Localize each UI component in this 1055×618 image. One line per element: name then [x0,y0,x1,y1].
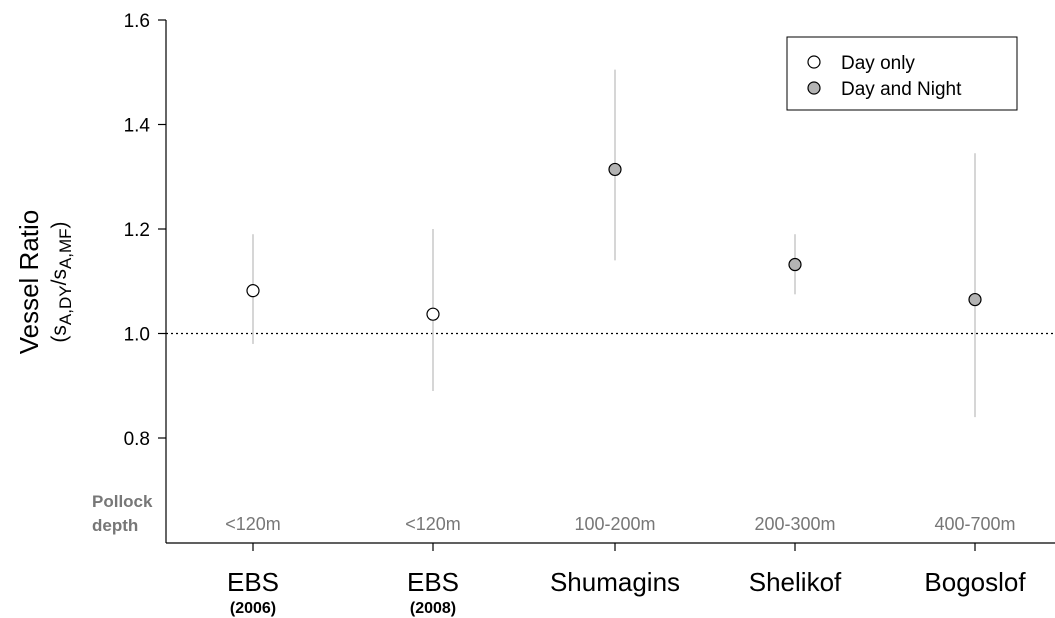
y-tick-label: 0.8 [124,429,150,450]
category-sublabel: (2008) [410,600,456,617]
x-ticks [252,543,976,551]
data-point [608,162,622,177]
legend: Day only Day and Night [786,36,1018,111]
category-label: Shumagins [550,567,680,597]
y-sublabel-sub1: A,DY [56,285,75,325]
depth-label: <120m [405,514,461,534]
y-tick-label: 1.4 [124,116,151,137]
depth-label: 200-300m [754,514,835,534]
category-label: EBS [407,567,459,597]
legend-marker-day-only [807,55,821,69]
category-label: Shelikof [749,567,842,597]
category-label: Bogoslof [924,567,1026,597]
category-labels: EBS (2006) EBS (2008) Shumagins Shelikof Bogos… [227,567,1026,617]
y-sublabel-slash: /s [48,269,71,285]
y-tick-label: 1.2 [124,220,150,241]
legend-box [786,36,1018,111]
y-axis-sublabel: (sA,DY/sA,MF) [48,221,75,342]
y-ticks: 0.8 1.0 1.2 1.4 1.6 [124,11,166,450]
legend-label-day-only: Day only [841,53,915,74]
depth-label: 400-700m [934,514,1015,534]
y-axis-label-group: Vessel Ratio [14,210,44,355]
legend-label-day-and-night: Day and Night [841,79,962,100]
depth-label: 100-200m [574,514,655,534]
data-point [246,284,260,298]
data-point [968,292,982,307]
y-axis-sublabel-group: (sA,DY/sA,MF) [48,221,75,342]
depth-label: <120m [225,514,281,534]
depth-labels: <120m <120m 100-200m 200-300m 400-700m [225,514,1015,534]
data-points [246,162,982,321]
data-point [788,257,802,272]
category-sublabel: (2006) [230,600,276,617]
y-tick-label: 1.6 [124,11,150,32]
y-axis-label: Vessel Ratio [14,210,44,355]
axes [165,20,1055,544]
y-tick-label: 1.0 [124,325,150,346]
y-sublabel-close: ) [48,221,71,228]
error-bars [252,69,976,418]
data-point [426,307,440,321]
depth-row-label-line2: depth [92,516,138,535]
depth-row-label-line1: Pollock [92,492,153,511]
y-sublabel-open: (s [48,325,71,343]
y-sublabel-sub2: A,MF [56,228,75,269]
legend-marker-day-and-night [807,81,821,95]
category-label: EBS [227,567,279,597]
